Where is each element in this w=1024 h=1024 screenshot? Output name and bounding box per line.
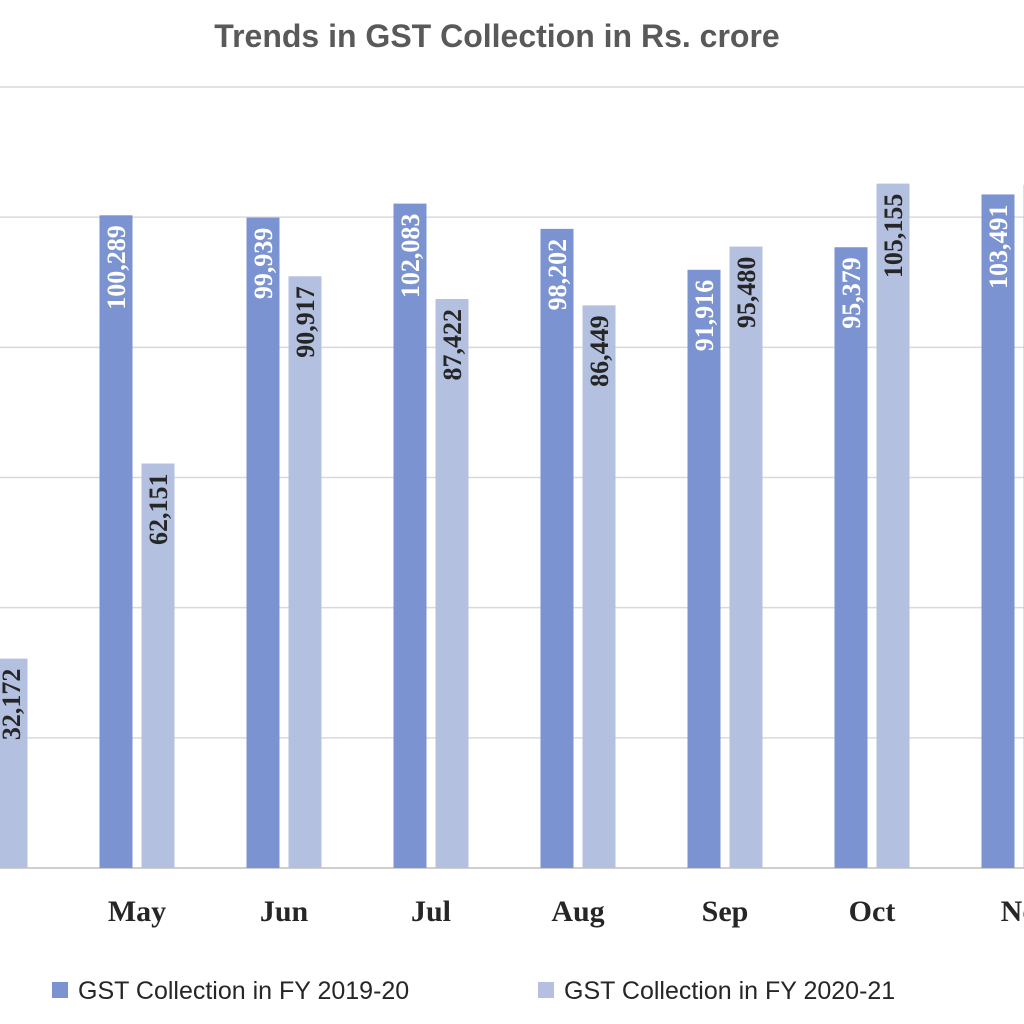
data-label: 91,916	[690, 280, 719, 352]
bars	[0, 183, 1024, 869]
category-label: Oct	[849, 895, 896, 928]
chart-title: Trends in GST Collection in Rs. crore	[214, 18, 779, 54]
bar-fy2020-21-apr	[0, 658, 28, 868]
data-label: 105,155	[879, 194, 908, 279]
legend: GST Collection in FY 2019-20 GST Collecti…	[52, 977, 895, 1005]
bar-fy2019-20-nov	[981, 194, 1015, 869]
data-label: 32,172	[0, 669, 26, 741]
bar-fy2019-20-jun	[246, 217, 280, 869]
bar-fy2019-20-sep	[687, 269, 721, 868]
data-label: 100,289	[102, 225, 131, 310]
legend-swatch	[52, 982, 68, 998]
bar-fy2019-20-oct	[834, 247, 868, 868]
bar-fy2020-21-jun	[288, 276, 322, 868]
category-label: Sep	[702, 895, 749, 928]
data-label: 86,449	[585, 315, 614, 387]
bar-fy2019-20-may	[99, 215, 133, 868]
data-label: 102,083	[396, 214, 425, 299]
category-label: Aug	[551, 895, 604, 928]
bar-fy2019-20-jul	[393, 203, 427, 868]
bar-fy2020-21-aug	[582, 305, 616, 868]
data-label: 99,939	[249, 228, 278, 299]
data-labels: 32,172 100,289 62,151 99,939 90,917 102,083 87…	[0, 194, 1013, 741]
legend-swatch	[538, 982, 554, 998]
data-label: 62,151	[144, 474, 173, 546]
data-label: 95,379	[837, 257, 866, 329]
category-label: Jun	[260, 895, 309, 928]
data-label: 90,917	[291, 286, 320, 358]
data-label: 87,422	[438, 309, 467, 381]
category-label: No	[1001, 895, 1024, 928]
bar-fy2020-21-oct	[876, 183, 910, 868]
data-label: 103,491	[984, 204, 1013, 289]
category-axis: rMayJunJulAugSepOctNo	[108, 895, 1024, 928]
bar-fy2019-20-aug	[540, 228, 574, 868]
data-label: 98,202	[543, 239, 572, 311]
bar-fy2020-21-may	[141, 463, 175, 868]
category-label: Jul	[411, 895, 451, 928]
data-label: 95,480	[732, 257, 761, 329]
bar-fy2020-21-sep	[729, 246, 763, 868]
bar-fy2020-21-jul	[435, 299, 469, 869]
legend-label: GST Collection in FY 2020-21	[564, 977, 895, 1005]
category-label: May	[108, 895, 166, 928]
legend-label: GST Collection in FY 2019-20	[78, 977, 409, 1005]
